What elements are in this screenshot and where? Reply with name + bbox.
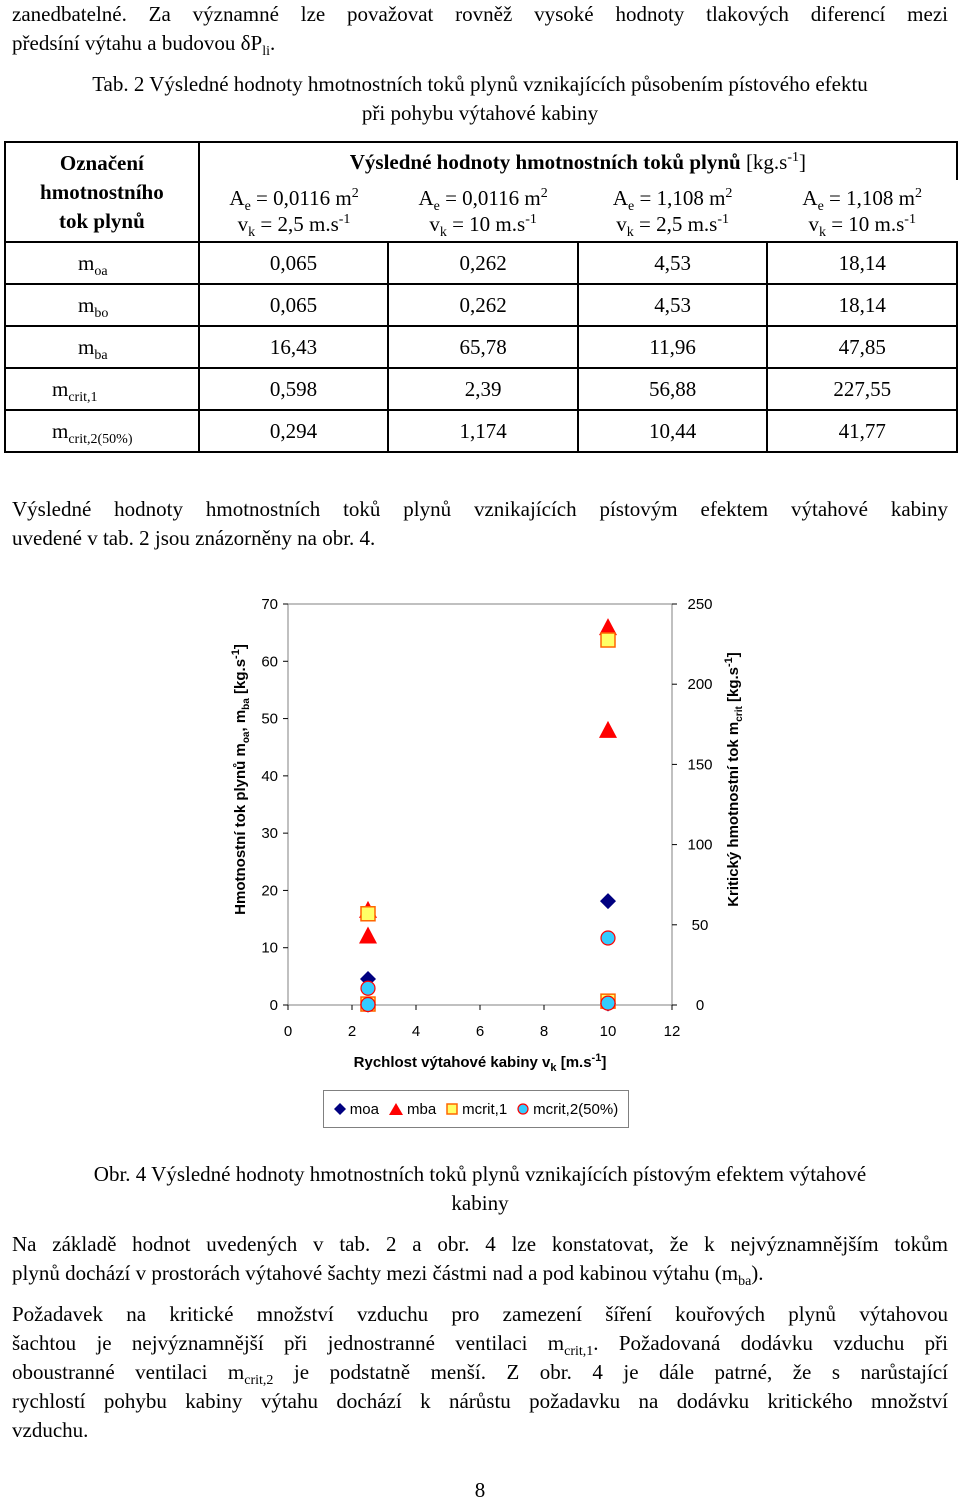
table-row: mcrit,1 0,598 2,39 56,88 227,55	[4, 367, 958, 411]
table-row: moa 0,065 0,262 4,53 18,14	[4, 241, 958, 285]
square-marker-icon	[446, 1103, 458, 1115]
chart-point-mba	[599, 618, 617, 636]
x-tick-label: 10	[600, 1023, 617, 1040]
column-header-3: Ae = 1,108 m2 vk = 2,5 m.s-1	[577, 180, 768, 243]
table-cell: 18,14	[766, 241, 958, 285]
para2-line-1: Na základě hodnot uvedených v tab. 2 a o…	[12, 1232, 948, 1256]
page-number: 8	[474, 1478, 486, 1502]
chart-intro-line-2: uvedené v tab. 2 jsou znázorněny na obr.…	[12, 526, 376, 550]
chart-point-mba	[599, 720, 617, 738]
table-cell: 2,39	[387, 367, 579, 411]
table-group-header: Výsledné hodnoty hmotnostních toků plynů…	[197, 141, 959, 180]
table-cell: 4,53	[576, 241, 769, 285]
y-left-tick-label: 70	[261, 596, 278, 613]
column-header-1: Ae = 0,0116 m2 vk = 2,5 m.s-1	[198, 180, 389, 243]
y-right-axis-label: Kritický hmotnostní tok mcrit [kg.s-1]	[723, 652, 745, 907]
table-cell: 11,96	[576, 325, 769, 369]
chart-point-mcrit1	[600, 632, 616, 648]
table-cell: 10,44	[576, 409, 769, 453]
diamond-marker-icon	[333, 1103, 346, 1115]
table-corner-header: Označení hmotnostního tok plynů	[4, 141, 200, 243]
table-cell: 18,14	[766, 283, 958, 327]
chart-point-mcrit2	[360, 996, 376, 1013]
y-left-tick-label: 50	[261, 711, 278, 728]
row-label: moa	[4, 241, 200, 285]
y-right-tick-label: 100	[687, 837, 712, 854]
para2-line-2: plynů dochází v prostorách výtahové šach…	[12, 1261, 764, 1290]
y-right-tick-label: 0	[696, 997, 704, 1014]
chart-legend: moa mba mcrit,1 mcrit,2(50%)	[323, 1090, 629, 1128]
table-caption-line-2: při pohybu výtahové kabiny	[361, 101, 599, 125]
para3-line-2: šachtou je nejvýznamnější při jednostran…	[12, 1331, 948, 1360]
x-tick-label: 0	[284, 1023, 292, 1040]
row-label: mcrit,2(50%)	[4, 409, 200, 453]
plot-frame	[287, 603, 673, 1006]
x-tick-label: 12	[664, 1023, 681, 1040]
x-tick-label: 2	[348, 1023, 356, 1040]
chart-intro-line-1: Výsledné hodnoty hmotnostních toků plynů…	[12, 497, 948, 521]
row-label: mba	[4, 325, 200, 369]
table-cell: 0,065	[197, 241, 390, 285]
table-caption-line-1: Tab. 2 Výsledné hodnoty hmotnostních tok…	[92, 72, 868, 96]
figure-caption-line-1: Obr. 4 Výsledné hodnoty hmotnostních tok…	[93, 1162, 867, 1186]
y-right-tick-label: 200	[687, 676, 712, 693]
table-row: mcrit,2(50%) 0,294 1,174 10,44 41,77	[4, 409, 958, 453]
triangle-marker-icon	[388, 1103, 403, 1115]
mass-flow-chart: 0 2 4 6 8 10 12 0 10 20 30 40 50 60 70 0 50 100 150 200 250 R…	[230, 596, 745, 1074]
chart-point-mcrit2	[600, 995, 616, 1011]
results-table: Označení hmotnostního tok plynů Výsledné…	[4, 141, 959, 453]
y-right-tick-label: 150	[687, 756, 712, 773]
table-cell: 4,53	[576, 283, 769, 327]
table-cell: 227,55	[766, 367, 958, 411]
table-cell: 0,294	[197, 409, 390, 453]
table-cell: 16,43	[197, 325, 390, 369]
x-tick-label: 4	[412, 1023, 420, 1040]
table-row: mbo 0,065 0,262 4,53 18,14	[4, 283, 958, 327]
legend-item-mba: mba	[388, 1101, 436, 1118]
chart-point-mcrit2	[600, 930, 616, 946]
intro-line-1: zanedbatelné. Za významné lze považovat …	[12, 2, 948, 26]
x-tick-label: 6	[476, 1023, 484, 1040]
table-cell: 41,77	[766, 409, 958, 453]
para3-line-1: Požadavek na kritické množství vzduchu p…	[12, 1302, 948, 1326]
y-left-tick-label: 60	[261, 653, 278, 670]
chart-point-mcrit2	[360, 980, 376, 996]
para3-line-4: rychlostí pohybu kabiny výtahu dochází k…	[12, 1389, 948, 1413]
row-label: mcrit,1	[4, 367, 200, 411]
y-left-tick-label: 0	[270, 997, 278, 1014]
para3-line-5: vzduchu.	[12, 1418, 89, 1442]
table-cell: 47,85	[766, 325, 958, 369]
table-cell: 1,174	[387, 409, 579, 453]
table-cell: 65,78	[387, 325, 579, 369]
y-left-tick-label: 20	[261, 882, 278, 899]
table-cell: 56,88	[576, 367, 769, 411]
para3-line-3: oboustranné ventilaci mcrit,2 je podstat…	[12, 1360, 949, 1389]
x-tick-label: 8	[540, 1023, 548, 1040]
table-cell: 0,598	[197, 367, 390, 411]
y-left-tick-label: 10	[261, 940, 278, 957]
column-header-4: Ae = 1,108 m2 vk = 10 m.s-1	[767, 180, 957, 243]
table-cell: 0,262	[387, 241, 579, 285]
table-row: mba 16,43 65,78 11,96 47,85	[4, 325, 958, 369]
chart-point-mcrit1	[360, 906, 376, 922]
row-label: mbo	[4, 283, 200, 327]
y-left-tick-label: 40	[261, 768, 278, 785]
intro-line-2: předsíní výtahu a budovou δPli.	[12, 31, 276, 60]
y-right-tick-label: 250	[687, 596, 712, 613]
chart-point-mba	[359, 926, 377, 944]
y-left-tick-label: 30	[261, 825, 278, 842]
table-cell: 0,065	[197, 283, 390, 327]
legend-item-mcrit2: mcrit,2(50%)	[517, 1101, 618, 1118]
figure-caption-line-2: kabiny	[451, 1191, 509, 1215]
circle-marker-icon	[517, 1103, 529, 1115]
y-left-axis-label: Hmotnostní tok plynů moa, mba [kg.s-1]	[230, 644, 252, 915]
chart-point-moa	[600, 893, 616, 910]
x-axis-label: Rychlost výtahové kabiny vk [m.s-1]	[354, 1052, 607, 1074]
column-header-2: Ae = 0,0116 m2 vk = 10 m.s-1	[388, 180, 578, 243]
legend-item-mcrit1: mcrit,1	[446, 1101, 507, 1118]
legend-item-moa: moa	[333, 1101, 379, 1118]
table-cell: 0,262	[387, 283, 579, 327]
y-right-tick-label: 50	[692, 917, 709, 934]
